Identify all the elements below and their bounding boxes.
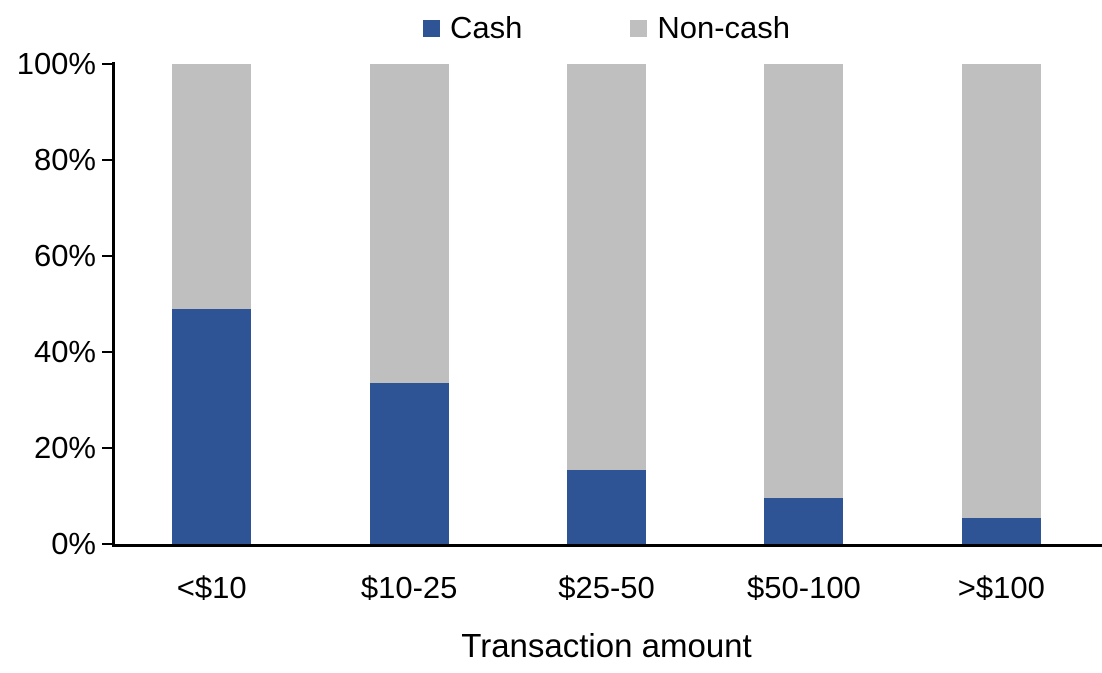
bar-50-100 <box>764 64 844 544</box>
noncash-segment <box>172 64 252 309</box>
legend-label-cash: Cash <box>449 10 523 45</box>
cash-legend-swatch-icon <box>422 19 440 37</box>
bar-10-25 <box>369 64 449 544</box>
bar-under-10 <box>172 64 252 544</box>
y-tick-label-60: 60% <box>33 238 96 273</box>
noncash-segment <box>961 64 1041 518</box>
x-label-50-100: $50-100 <box>747 570 861 605</box>
x-label-10-25: $10-25 <box>360 570 458 605</box>
x-axis-title: Transaction amount <box>461 627 752 664</box>
x-axis-line <box>112 544 1102 547</box>
x-axis-labels: <$10 $10-25 $25-50 $50-100 >$100 <box>113 570 1100 606</box>
y-tick-mark <box>102 543 112 545</box>
noncash-segment <box>764 64 844 499</box>
cash-segment <box>567 469 647 544</box>
y-tick-mark <box>102 159 112 161</box>
x-label-over-100: >$100 <box>957 570 1045 605</box>
chart-legend: Cash Non-cash <box>113 10 1100 46</box>
cash-segment <box>764 498 844 544</box>
bar-cell <box>903 64 1100 544</box>
y-tick-label-100: 100% <box>16 46 96 81</box>
y-tick-mark <box>102 447 112 449</box>
cash-segment <box>172 308 252 544</box>
bar-over-100 <box>961 64 1041 544</box>
bar-cell <box>508 64 705 544</box>
x-label-25-50: $25-50 <box>558 570 655 605</box>
cash-segment <box>369 383 449 544</box>
bar-cell <box>113 64 310 544</box>
bar-cell <box>705 64 902 544</box>
x-label-under-10: <$10 <box>176 570 247 605</box>
legend-label-noncash: Non-cash <box>657 10 791 45</box>
legend-item-cash: Cash <box>422 10 523 46</box>
plot-area <box>113 64 1100 544</box>
bar-cell <box>310 64 507 544</box>
y-tick-label-40: 40% <box>33 334 96 369</box>
cash-segment <box>961 517 1041 544</box>
y-axis-line <box>112 62 115 547</box>
y-tick-mark <box>102 255 112 257</box>
noncash-legend-swatch-icon <box>630 19 648 37</box>
legend-item-noncash: Non-cash <box>630 10 790 46</box>
noncash-segment <box>567 64 647 470</box>
bar-25-50 <box>567 64 647 544</box>
y-tick-mark <box>102 63 112 65</box>
y-tick-label-80: 80% <box>33 142 96 177</box>
y-tick-label-20: 20% <box>33 430 96 465</box>
noncash-segment <box>369 64 449 384</box>
y-tick-label-0: 0% <box>51 526 96 561</box>
y-tick-mark <box>102 351 112 353</box>
